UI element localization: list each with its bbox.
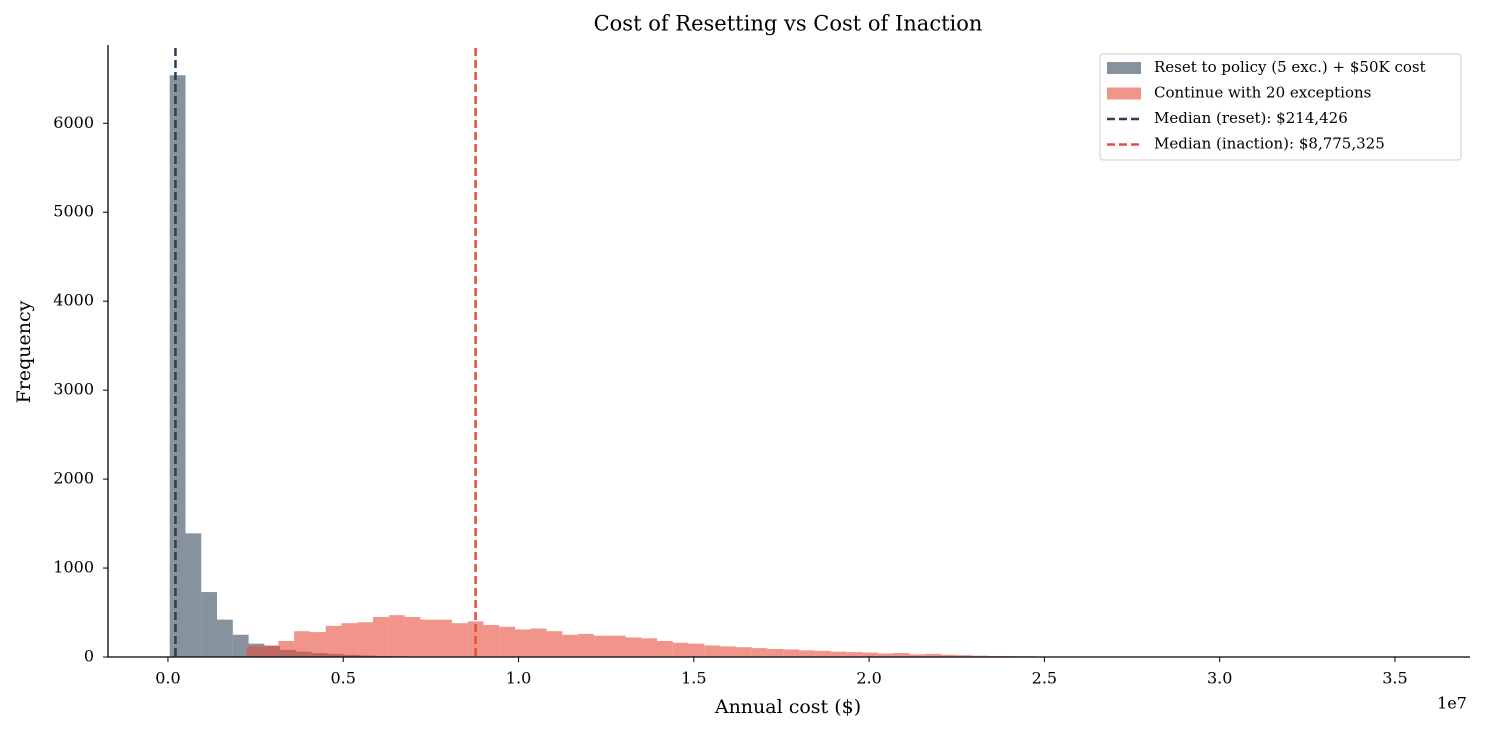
chart-title: Cost of Resetting vs Cost of Inaction [594,12,983,36]
histogram-bar [405,617,421,657]
histogram-bar [185,533,201,657]
plot-area [170,48,1036,657]
histogram-bar [483,625,499,657]
histogram-bar [831,652,847,657]
legend-label: Median (reset): $214,426 [1154,109,1348,127]
x-tick-label: 2.0 [856,669,881,688]
histogram-bar [562,635,578,657]
x-offset-label: 1e7 [1437,694,1467,713]
histogram-bar [263,645,279,657]
x-tick-label: 1.5 [681,669,706,688]
x-tick-label: 2.5 [1032,669,1057,688]
histogram-bar [689,644,705,657]
histogram-bar [310,632,326,657]
histogram-bar [217,620,233,657]
histogram-bar [799,650,815,657]
histogram-bar [452,623,468,657]
legend-label: Median (inaction): $8,775,325 [1154,135,1385,153]
histogram-bar [815,651,831,657]
x-tick-label: 0.0 [155,669,180,688]
histogram-bar [515,629,531,657]
histogram-bar [201,592,217,657]
x-tick-label: 3.0 [1207,669,1232,688]
x-tick-label: 1.0 [506,669,531,688]
x-tick-label: 3.5 [1382,669,1407,688]
histogram-bar [862,653,878,657]
y-tick-label: 4000 [53,291,94,310]
histogram-bar [846,652,862,657]
histogram-bar [610,636,626,657]
histogram-bar [373,617,389,657]
histogram-bar [247,646,263,657]
legend-label: Reset to policy (5 exc.) + $50K cost [1154,58,1426,76]
histogram-bar [594,636,610,657]
histogram-bar [657,641,673,657]
histogram-bar [341,623,357,657]
histogram-bar [547,631,563,657]
y-axis-label: Frequency [13,300,35,403]
histogram-bar [531,629,547,657]
x-axis-label: Annual cost ($) [714,696,861,718]
legend-swatch [1107,88,1141,100]
histogram-bar [357,622,373,657]
histogram-bar [499,627,515,657]
histogram-bar [170,75,186,657]
histogram-bar [673,643,689,657]
histogram-bar [294,631,310,657]
histogram-bar [625,637,641,657]
legend-label: Continue with 20 exceptions [1154,84,1371,102]
histogram-bar [736,647,752,657]
y-tick-label: 6000 [53,113,94,132]
histogram-bar [420,620,436,657]
histogram-bar [326,626,342,657]
legend: Reset to policy (5 exc.) + $50K cost Cont… [1100,54,1461,160]
histogram-bar [389,615,405,657]
legend-swatch [1107,62,1141,74]
y-tick-label: 2000 [53,469,94,488]
y-tick-label: 1000 [53,558,94,577]
histogram-bar [278,641,294,657]
histogram-bar [233,635,249,657]
histogram-bar [752,648,768,657]
histogram-bar [578,634,594,657]
histogram-bar [436,620,452,657]
y-tick-label: 5000 [53,202,94,221]
y-tick-label: 0 [84,647,94,666]
histogram-bar [720,646,736,657]
histogram-bar [641,638,657,657]
x-tick-label: 0.5 [331,669,356,688]
histogram-bar [704,645,720,657]
histogram-bar [783,649,799,657]
y-tick-label: 3000 [53,380,94,399]
histogram-bar [767,649,783,657]
